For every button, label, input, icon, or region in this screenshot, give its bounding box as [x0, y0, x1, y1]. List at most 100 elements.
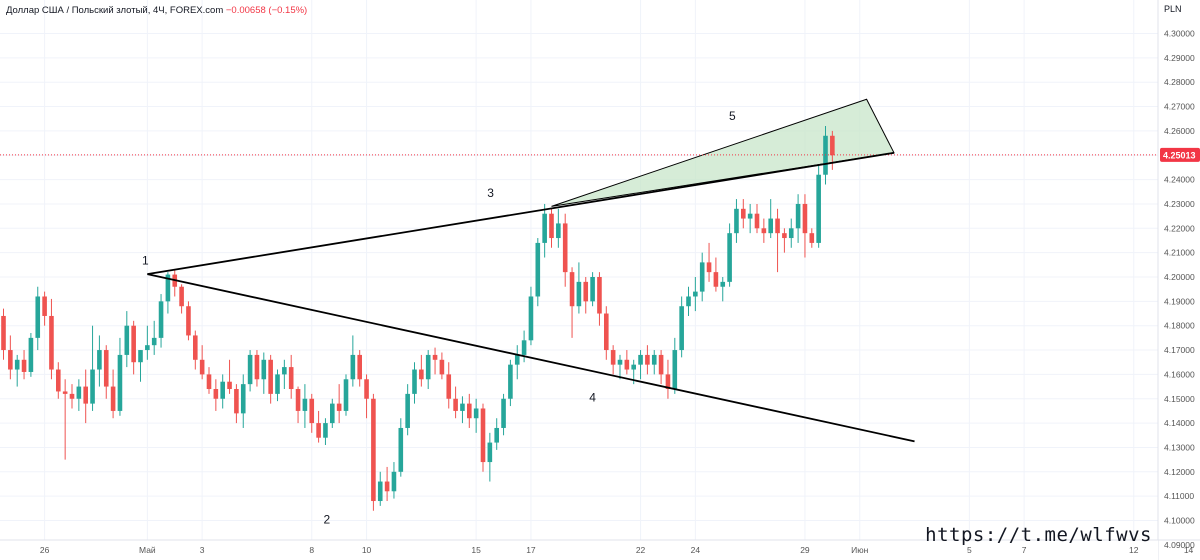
candle [693, 277, 698, 312]
candle-body [419, 369, 424, 380]
candle-body [357, 354, 362, 380]
candle [247, 350, 253, 392]
candle-body [213, 389, 219, 399]
candle [425, 350, 431, 390]
wave-label-4: 4 [589, 391, 596, 405]
candle [741, 199, 746, 229]
time-tick-label: 14 [1184, 545, 1194, 555]
candle [62, 379, 68, 460]
price-tick-label: 4.16000 [1164, 369, 1195, 379]
candle-body [62, 391, 68, 394]
candle-body [802, 203, 808, 234]
candle [357, 350, 362, 387]
price-tick-label: 4.10000 [1164, 516, 1195, 526]
candle [323, 418, 328, 446]
price-tick-label: 4.30000 [1164, 29, 1195, 39]
time-tick-label: 24 [691, 545, 701, 555]
trendline-lower[interactable] [147, 273, 915, 443]
candle-body [699, 262, 705, 292]
candle-body [14, 359, 20, 370]
candle [14, 354, 20, 387]
candle [747, 203, 753, 234]
candle [268, 354, 273, 404]
candle [199, 345, 205, 380]
candle [240, 374, 246, 428]
price-axis-bg [1158, 0, 1200, 560]
price-axis[interactable]: 4.09000 4.10000 4.11000 4.12000 4.13000 4.140… [1157, 0, 1200, 560]
time-axis[interactable]: 26Май38101517222429Июн5712141921 [0, 539, 1200, 560]
symbol-header[interactable]: Доллар США / Польский злотый, 4Ч, FOREX.… [6, 5, 307, 16]
candle [528, 286, 534, 346]
price-tick-label: 4.24000 [1164, 175, 1195, 185]
candle [76, 379, 82, 411]
candle [56, 362, 61, 399]
candle [467, 393, 472, 428]
candle-body [316, 423, 321, 438]
candle-body [487, 442, 493, 463]
candles [0, 126, 1158, 511]
time-tick-label: 22 [636, 545, 646, 555]
candle-body [494, 427, 499, 443]
candle-body [138, 350, 143, 363]
candle [460, 396, 465, 424]
candle [610, 345, 616, 375]
candle [371, 393, 376, 511]
candle [446, 362, 452, 409]
candle-body [179, 286, 184, 307]
candle-body [788, 228, 794, 239]
candle-body [391, 471, 397, 492]
candle-body [117, 354, 123, 411]
trendline-upper[interactable] [147, 151, 895, 275]
time-tick-label: 8 [309, 545, 314, 555]
candle [302, 384, 308, 428]
candle [624, 350, 630, 375]
price-tick-label: 4.28000 [1164, 77, 1195, 87]
price-tick-label: 4.14000 [1164, 418, 1195, 428]
telegram-link[interactable]: https://t.me/wlfwvs [925, 524, 1152, 546]
time-tick-label: Май [139, 545, 156, 555]
candle [377, 471, 383, 506]
candle [97, 335, 102, 387]
candle-body [151, 337, 157, 346]
candle [206, 367, 212, 394]
candle-body [549, 213, 554, 239]
candle-body [720, 281, 726, 287]
candle [672, 337, 678, 394]
candle [364, 374, 369, 419]
candle [727, 223, 732, 287]
candle [90, 325, 95, 411]
candle-body [693, 291, 698, 297]
candle [713, 257, 719, 292]
wave-label-5: 5 [729, 109, 736, 123]
candle [788, 218, 794, 248]
candle-body [432, 354, 438, 360]
candle-body [651, 354, 657, 365]
candle [775, 208, 780, 273]
candle-body [782, 233, 787, 239]
candle-body [186, 306, 191, 336]
candle-body [103, 350, 109, 387]
candle-body [624, 359, 630, 370]
wave-label-2: 2 [323, 512, 330, 526]
candle [432, 347, 438, 375]
candle-body [741, 208, 746, 219]
wave-label-1: 1 [142, 253, 149, 267]
candle [124, 311, 130, 368]
candle [398, 418, 404, 477]
time-tick-label: 5 [967, 545, 972, 555]
candle-body [795, 203, 801, 229]
candle [186, 301, 191, 341]
candle-body [282, 367, 287, 375]
candle [706, 242, 712, 282]
candle-body [775, 218, 780, 234]
wave-label-3: 3 [487, 186, 494, 200]
candle-body [460, 403, 465, 411]
candle [583, 277, 589, 314]
candle [330, 398, 335, 428]
candle-body [665, 374, 671, 390]
candle-body [76, 386, 82, 399]
time-axis-bg [0, 540, 1158, 560]
candle [809, 228, 815, 248]
candle-body [398, 427, 404, 472]
